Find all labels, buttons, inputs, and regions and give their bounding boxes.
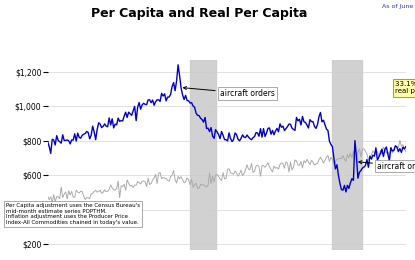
Text: aircraft orders: aircraft orders (183, 87, 275, 98)
Text: aircraft orders: aircraft orders (359, 161, 415, 171)
Text: Per Capita and Real Per Capita: Per Capita and Real Per Capita (91, 6, 308, 20)
Text: 33.1% off the 2000
real per capita peak: 33.1% off the 2000 real per capita peak (395, 81, 415, 94)
Bar (190, 60, 215, 250)
Bar (332, 60, 362, 250)
Text: As of June: As of June (382, 4, 413, 9)
Text: Per Capita adjustment uses the Census Bureau's
mid-month estimate series POPTHM.: Per Capita adjustment uses the Census Bu… (6, 203, 140, 225)
